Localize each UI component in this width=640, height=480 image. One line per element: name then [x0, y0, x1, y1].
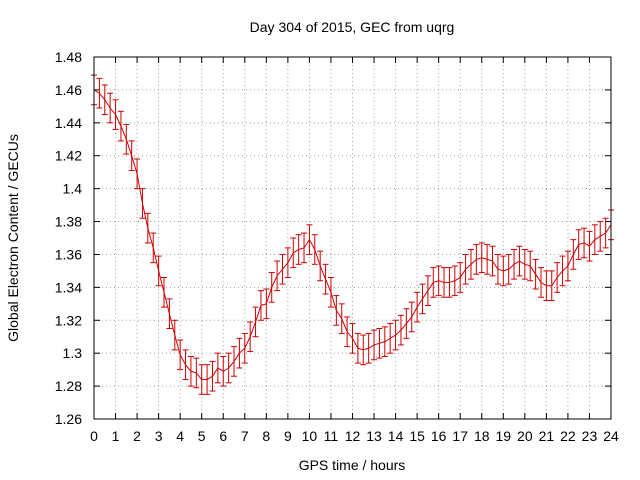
gec-series-line	[93, 89, 612, 381]
x-tick-label: 8	[262, 428, 270, 444]
y-tick-label: 1.48	[55, 49, 82, 65]
x-tick-label: 3	[155, 428, 163, 444]
x-tick-label: 1	[112, 428, 120, 444]
x-tick-label: 9	[284, 428, 292, 444]
y-tick-label: 1.26	[55, 411, 82, 427]
x-tick-label: 12	[345, 428, 361, 444]
x-tick-label: 21	[539, 428, 555, 444]
y-tick-label: 1.34	[55, 279, 82, 295]
x-tick-label: 7	[241, 428, 249, 444]
x-tick-label: 15	[409, 428, 425, 444]
x-tick-label: 16	[431, 428, 447, 444]
y-tick-label: 1.36	[55, 246, 82, 262]
x-axis-title: GPS time / hours	[299, 457, 406, 473]
y-tick-label: 1.44	[55, 115, 82, 131]
grid-lines	[94, 57, 611, 419]
x-tick-label: 5	[198, 428, 206, 444]
y-axis-title: Global Electron Content / GECUs	[5, 134, 21, 342]
y-tick-label: 1.28	[55, 378, 82, 394]
x-tick-label: 19	[496, 428, 512, 444]
x-tick-label: 4	[176, 428, 184, 444]
y-tick-label: 1.32	[55, 312, 82, 328]
y-tick-label: 1.3	[63, 345, 83, 361]
y-tick-labels: 1.26 1.28 1.3 1.32 1.34 1.36 1.38 1.4 1.42 1.44 1.…	[55, 49, 82, 427]
x-tick-label: 24	[603, 428, 619, 444]
chart-title: Day 304 of 2015, GEC from uqrg	[250, 19, 455, 35]
axis-ticks	[93, 56, 612, 420]
x-tick-label: 2	[133, 428, 141, 444]
plot-frame	[93, 56, 612, 420]
x-tick-label: 18	[474, 428, 490, 444]
x-tick-label: 6	[219, 428, 227, 444]
x-tick-labels: 0 1 2 3 4 5 6 7 8 9 10 11 12 13 14 15 16 17 18 19 20 21 22 23 24	[90, 428, 619, 444]
x-tick-label: 0	[90, 428, 98, 444]
y-tick-label: 1.38	[55, 214, 82, 230]
x-tick-label: 23	[582, 428, 598, 444]
x-tick-label: 13	[366, 428, 382, 444]
x-tick-label: 10	[302, 428, 318, 444]
x-tick-label: 11	[324, 428, 339, 444]
y-tick-label: 1.4	[63, 181, 83, 197]
x-tick-label: 14	[388, 428, 404, 444]
series-line	[93, 89, 612, 381]
x-tick-label: 17	[452, 428, 468, 444]
y-tick-label: 1.42	[55, 148, 82, 164]
x-tick-label: 20	[517, 428, 533, 444]
y-tick-label: 1.46	[55, 82, 82, 98]
x-tick-label: 22	[560, 428, 576, 444]
